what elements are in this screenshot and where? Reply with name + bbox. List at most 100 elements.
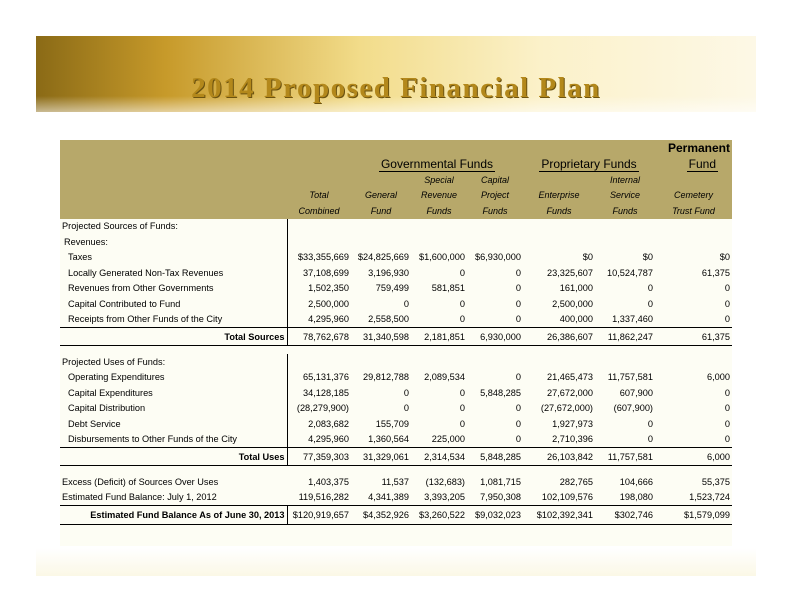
cell-value: (27,672,000) [540, 403, 593, 414]
cell-value: 2,500,000 [552, 298, 593, 309]
row-label: Debt Service [60, 416, 288, 432]
cell-value: 2,558,500 [368, 314, 409, 325]
cell-value: 5,848,285 [467, 447, 523, 466]
cell-value: 26,103,842 [523, 447, 595, 466]
uses-heading-row: Projected Uses of Funds: [60, 354, 732, 370]
table-row: Receipts from Other Funds of the City 4,… [60, 311, 732, 328]
header-row-line2: Total General Revenue Project Enterprise… [60, 187, 732, 203]
row-label: Taxes [60, 249, 288, 265]
cell-value: 0 [515, 314, 521, 325]
cell-value: 0 [459, 314, 465, 325]
financial-plan-table: Permanent Governmental Funds Proprietary… [60, 140, 732, 525]
cell-value: 34,128,185 [303, 387, 349, 398]
cell-value: $4,352,926 [351, 505, 411, 525]
header-row-line3: Combined Fund Funds Funds Funds Funds Tr… [60, 203, 732, 219]
row-label: Operating Expenditures [60, 369, 288, 385]
total-uses-row: Total Uses 77,359,303 31,329,061 2,314,5… [60, 447, 732, 466]
cell-value: 2,181,851 [411, 327, 467, 346]
header-row-groups: Governmental Funds Proprietary Funds Fun… [60, 156, 732, 172]
cell-value: 161,000 [559, 283, 593, 294]
col-capital-line3: Funds [482, 205, 508, 216]
table-row: Debt Service 2,083,682 155,709 0 0 1,927… [60, 416, 732, 432]
cell-value: 5,848,285 [480, 387, 521, 398]
cell-value: 0 [724, 283, 730, 294]
cell-value: 0 [647, 283, 653, 294]
cell-value: $1,600,000 [419, 252, 465, 263]
cell-value: 37,108,699 [303, 267, 349, 278]
cell-value: 6,000 [655, 447, 732, 466]
cell-value: 2,083,682 [308, 418, 349, 429]
col-general-line1 [351, 172, 411, 188]
sources-heading-row: Projected Sources of Funds: [60, 218, 732, 234]
row-label: Receipts from Other Funds of the City [60, 311, 288, 328]
cell-value: 2,314,534 [411, 447, 467, 466]
cell-value: 225,000 [431, 434, 465, 445]
col-cemetery-line3: Trust Fund [672, 205, 715, 216]
header-fund: Fund [686, 157, 718, 172]
header-row-permanent: Permanent [60, 140, 732, 156]
cell-value: $102,392,341 [523, 505, 595, 525]
row-label: Capital Expenditures [60, 385, 288, 401]
col-internal-line3: Funds [612, 205, 638, 216]
col-total-line1 [287, 172, 351, 188]
table-row: Capital Distribution (28,279,900) 0 0 0 … [60, 400, 732, 416]
table-row: Revenues from Other Governments 1,502,35… [60, 280, 732, 296]
uses-heading: Projected Uses of Funds: [60, 354, 288, 370]
cell-value: 11,537 [381, 476, 409, 487]
cell-value: 0 [515, 418, 521, 429]
cell-value: 282,765 [559, 476, 593, 487]
cell-value: 2,500,000 [308, 298, 349, 309]
cell-value: 0 [459, 418, 465, 429]
cell-value: 11,862,247 [595, 327, 655, 346]
cell-value: 119,516,282 [298, 492, 349, 503]
cell-value: 759,499 [375, 283, 409, 294]
cell-value: 7,950,308 [480, 492, 521, 503]
cell-value: 11,757,581 [595, 447, 655, 466]
cell-value: $120,919,657 [287, 505, 351, 525]
cell-value: $24,825,669 [357, 252, 409, 263]
cell-value: 6,000 [707, 372, 730, 383]
cell-value: 4,295,960 [308, 314, 349, 325]
header-permanent: Permanent [667, 141, 730, 155]
col-capital-line2: Project [480, 190, 509, 201]
cell-value: 3,393,205 [424, 492, 465, 503]
cell-value: 4,295,960 [308, 434, 349, 445]
cell-value: 0 [515, 283, 521, 294]
table-row: Operating Expenditures 65,131,376 29,812… [60, 369, 732, 385]
row-label: Capital Contributed to Fund [60, 296, 288, 312]
cell-value: 65,131,376 [303, 372, 349, 383]
cell-value: $33,355,669 [297, 252, 349, 263]
row-label: Estimated Fund Balance: July 1, 2012 [62, 492, 217, 503]
cell-value: 3,196,930 [368, 267, 409, 278]
cell-value: 198,080 [619, 492, 653, 503]
cell-value: 11,757,581 [607, 372, 653, 383]
cell-value: (28,279,900) [296, 403, 349, 414]
cell-value: 26,386,607 [523, 327, 595, 346]
table-row: Locally Generated Non-Tax Revenues 37,10… [60, 265, 732, 281]
cell-value: 21,465,473 [547, 372, 593, 383]
row-label: Capital Distribution [60, 400, 288, 416]
row-label: Revenues from Other Governments [60, 280, 288, 296]
col-general-line2: General [364, 190, 398, 201]
cell-value: 0 [515, 298, 521, 309]
cell-value: 0 [647, 298, 653, 309]
cell-value: 0 [459, 387, 465, 398]
page-title: 2014 Proposed Financial Plan [191, 72, 601, 104]
col-total-line3: Combined [298, 205, 340, 216]
col-total-line2: Total [309, 190, 329, 201]
cell-value: 2,089,534 [424, 372, 465, 383]
cell-value: 0 [459, 267, 465, 278]
col-capital-line1: Capital [480, 174, 509, 185]
revenues-subheading-row: Revenues: [60, 234, 732, 250]
col-enterprise-line3: Funds [546, 205, 572, 216]
cell-value: 0 [647, 434, 653, 445]
col-cemetery-line1 [655, 172, 732, 188]
cell-value: 102,109,576 [541, 492, 593, 503]
cell-value: 77,359,303 [287, 447, 351, 466]
cell-value: 155,709 [375, 418, 409, 429]
cell-value: 0 [459, 403, 465, 414]
cell-value: (607,900) [613, 403, 653, 414]
cell-value: 0 [515, 403, 521, 414]
cell-value: 29,812,788 [363, 372, 409, 383]
